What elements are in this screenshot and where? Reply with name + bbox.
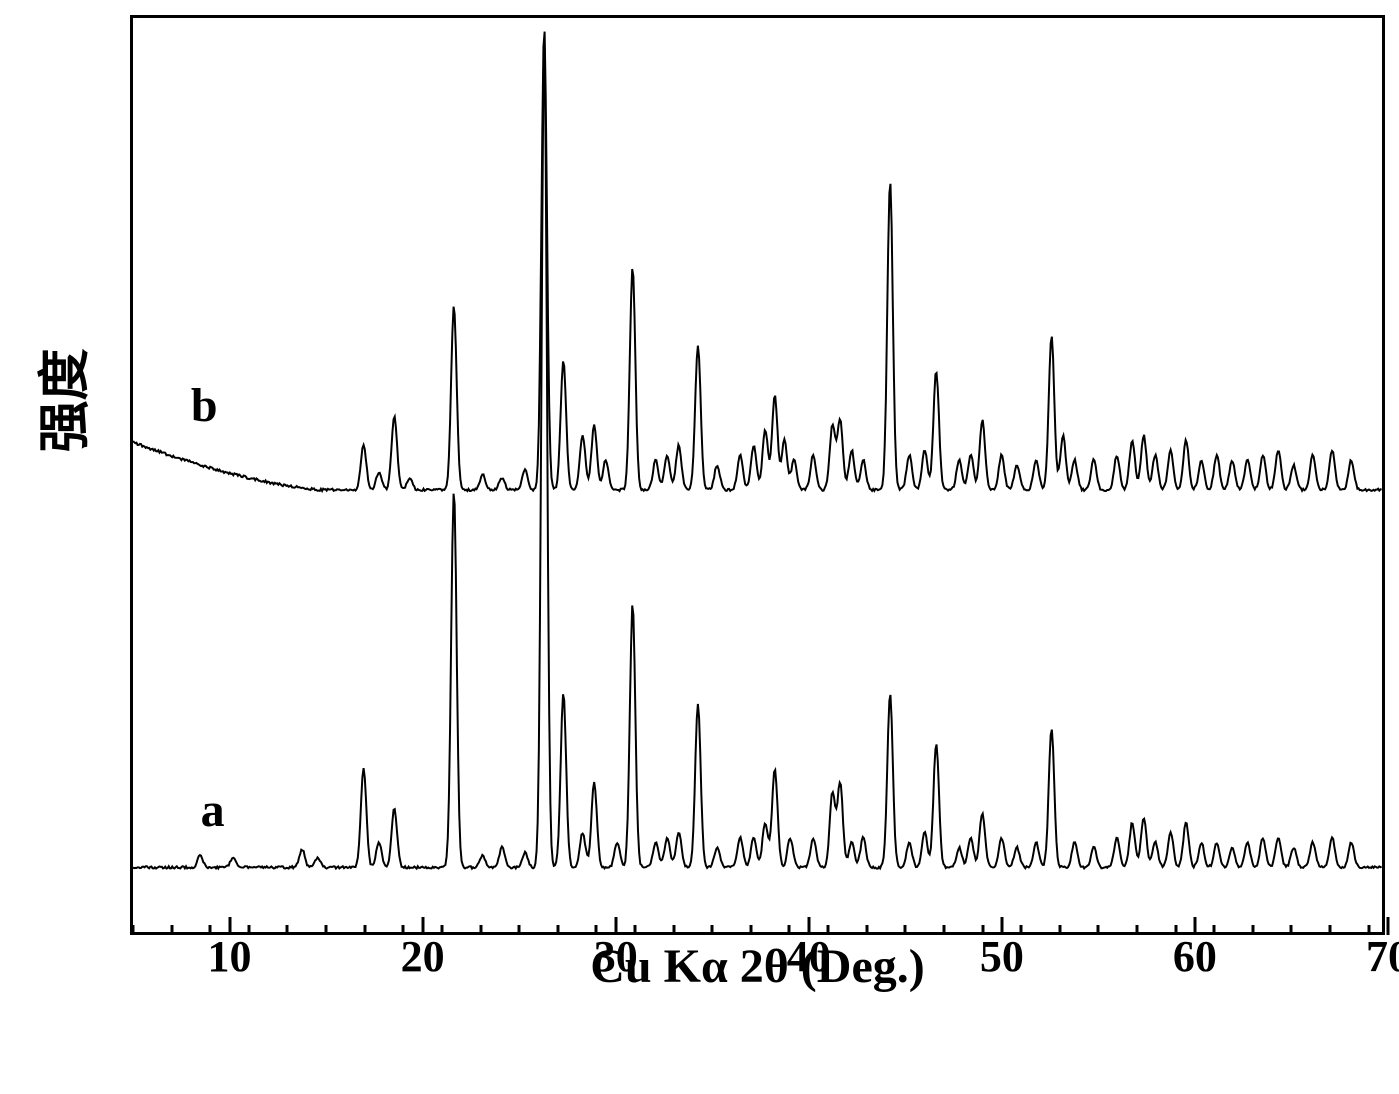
x-tick-minor xyxy=(1174,925,1177,935)
x-tick-minor xyxy=(1329,925,1332,935)
xrd-lines-svg xyxy=(133,18,1382,932)
x-tick-minor xyxy=(1097,925,1100,935)
x-tick-minor xyxy=(247,925,250,935)
xrd-chart: 强度 Cu Kα 2θ (Deg.) 10203040506070ab xyxy=(75,15,1385,995)
x-tick-minor xyxy=(518,925,521,935)
x-tick-minor xyxy=(440,925,443,935)
x-tick-label: 40 xyxy=(787,931,831,982)
x-tick-label: 10 xyxy=(208,931,252,982)
x-tick-minor xyxy=(479,925,482,935)
x-tick-minor xyxy=(402,925,405,935)
x-tick-minor xyxy=(749,925,752,935)
x-tick-minor xyxy=(170,925,173,935)
x-tick-minor xyxy=(1136,925,1139,935)
series-label-a: a xyxy=(201,783,225,838)
x-tick-minor xyxy=(286,925,289,935)
x-tick-minor xyxy=(711,925,714,935)
x-tick-minor xyxy=(865,925,868,935)
x-tick-label: 70 xyxy=(1366,931,1399,982)
x-tick-minor xyxy=(981,925,984,935)
x-tick-minor xyxy=(132,925,135,935)
x-tick-label: 20 xyxy=(401,931,445,982)
y-axis-label: 强度 xyxy=(23,348,98,452)
x-tick-minor xyxy=(1290,925,1293,935)
x-tick-label: 60 xyxy=(1173,931,1217,982)
x-tick-minor xyxy=(904,925,907,935)
x-tick-minor xyxy=(1058,925,1061,935)
x-tick-minor xyxy=(672,925,675,935)
x-axis-label: Cu Kα 2θ (Deg.) xyxy=(590,939,924,994)
x-tick-minor xyxy=(363,925,366,935)
plot-area: Cu Kα 2θ (Deg.) 10203040506070ab xyxy=(130,15,1385,935)
x-tick-minor xyxy=(1251,925,1254,935)
xrd-series-a xyxy=(133,47,1382,869)
x-tick-minor xyxy=(634,925,637,935)
x-tick-minor xyxy=(325,925,328,935)
x-tick-minor xyxy=(1020,925,1023,935)
x-tick-label: 50 xyxy=(980,931,1024,982)
x-tick-minor xyxy=(595,925,598,935)
x-tick-minor xyxy=(788,925,791,935)
x-tick-minor xyxy=(1367,925,1370,935)
x-tick-minor xyxy=(209,925,212,935)
x-tick-minor xyxy=(556,925,559,935)
x-tick-minor xyxy=(827,925,830,935)
x-tick-minor xyxy=(1213,925,1216,935)
x-tick-minor xyxy=(942,925,945,935)
x-tick-label: 30 xyxy=(594,931,638,982)
xrd-series-b xyxy=(133,32,1382,491)
series-label-b: b xyxy=(191,378,218,433)
